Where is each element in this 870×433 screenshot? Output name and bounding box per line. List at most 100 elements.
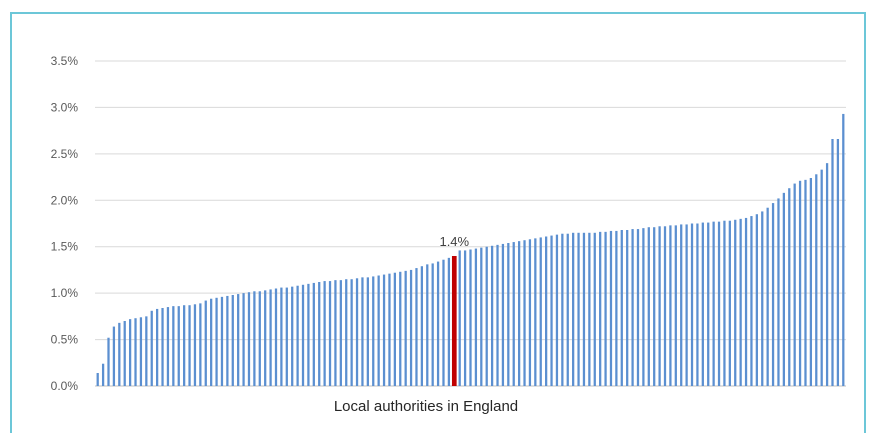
bar [280,287,283,386]
bar [820,169,823,386]
y-tick-label: 1.0% [51,286,79,300]
bar [490,245,494,386]
bar [301,284,305,386]
bar [274,288,278,386]
y-tick-label: 0.0% [51,379,79,393]
bar [653,227,656,386]
bar [480,247,483,386]
bar [631,229,634,386]
bar [750,216,753,386]
bar [680,224,683,386]
gridlines [95,60,846,387]
bar [512,242,515,386]
bar [264,290,267,386]
bar [139,317,143,386]
bar [739,218,742,386]
bar [761,211,764,386]
bar [523,240,526,386]
bar [231,295,234,386]
bar [517,241,521,386]
bar [361,277,364,386]
bar [674,225,677,386]
bar [312,282,315,386]
bar [685,224,688,386]
bar [534,238,537,386]
bar [372,276,375,386]
bar [399,271,402,386]
x-axis-label: Local authorities in England [334,398,518,415]
bar [377,275,380,386]
bar [485,246,488,386]
bar [804,179,807,386]
y-tick-label: 2.0% [51,193,79,207]
bar [566,233,569,386]
bar [577,232,580,386]
bar [507,243,510,386]
bar [355,278,359,386]
bar [328,281,332,386]
bar [474,248,478,386]
bar [663,226,667,386]
bar [636,229,640,386]
bar [415,268,418,386]
bar [620,230,623,386]
bar [334,280,337,386]
bar [145,316,148,386]
bar [528,239,532,386]
y-tick-label: 3.5% [51,54,79,68]
y-tick-label: 3.0% [51,100,79,114]
bar [393,272,396,386]
bar [798,180,802,386]
bar [388,273,391,386]
bar [107,337,110,386]
bar [128,319,132,386]
bar [296,285,299,386]
bar [501,243,505,386]
bar [712,221,715,386]
bar [793,183,796,386]
bar [177,306,180,386]
y-tick-label: 1.5% [51,240,79,254]
bar [436,261,440,386]
bar [161,308,164,386]
bar [582,232,586,386]
bar [669,225,672,386]
y-axis-ticks: 0.0% 0.5% 1.0% 1.5% 2.0% 2.5% 3.0% 3.5% [51,54,79,393]
bar [782,192,786,386]
bar [193,304,197,386]
bar [642,228,645,386]
bar [253,291,256,386]
bar [285,287,288,386]
bar [237,294,240,386]
bar [561,233,564,386]
bar [269,289,272,386]
bar [215,297,218,386]
bar [247,292,251,386]
bar [701,222,704,386]
bar [101,363,105,386]
bar [118,322,121,386]
bar [690,223,694,386]
bar [183,305,186,386]
bar [166,307,170,386]
bar [210,298,213,386]
bar [626,230,629,386]
bar [204,300,207,386]
bar [734,219,737,386]
bar [431,263,434,386]
bar [188,305,191,386]
bar [593,232,596,386]
bar [226,295,229,386]
bar [647,227,650,386]
bar [463,250,467,386]
bar [744,217,748,386]
bar [134,318,137,386]
chart-frame [10,12,866,433]
bar [572,232,575,386]
bar [242,293,245,386]
bar [447,257,451,386]
bar [123,321,126,386]
bar [366,277,369,386]
bar [707,222,710,386]
bar [615,230,618,386]
